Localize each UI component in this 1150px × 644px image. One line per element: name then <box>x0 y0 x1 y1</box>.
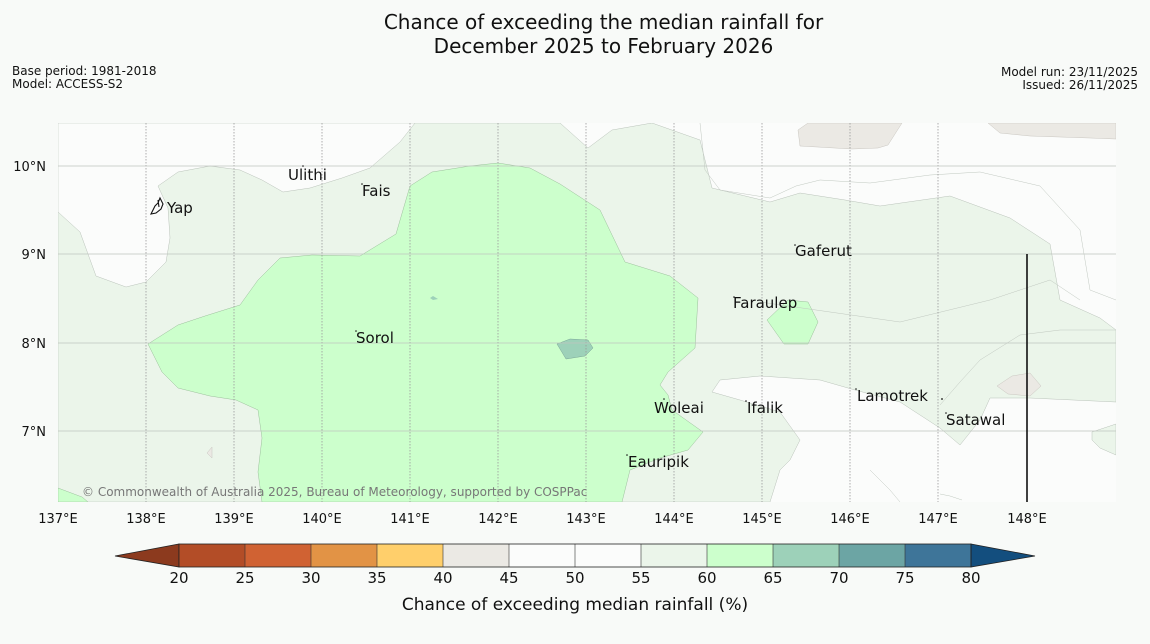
colorbar-title: Chance of exceeding median rainfall (%) <box>402 595 748 615</box>
place-faraulep: Faraulep <box>733 294 797 312</box>
place-ulithi: Ulithi <box>288 166 327 184</box>
lon-label-142e: 142°E <box>478 512 518 527</box>
lat-label-7n: 7°N <box>22 425 47 440</box>
region-60-65-hex <box>766 299 819 345</box>
region-55-60-right <box>1091 423 1116 456</box>
title-line-2: December 2025 to February 2026 <box>433 34 774 58</box>
cb-tick-60: 60 <box>697 569 716 587</box>
lon-label-144e: 144°E <box>654 512 694 527</box>
cb-tick-80: 80 <box>961 569 980 587</box>
place-fais: Fais <box>362 182 391 200</box>
place-lamotrek: Lamotrek <box>857 387 928 405</box>
longitude-gridlines <box>145 123 939 502</box>
model-name: Model: ACCESS-S2 <box>12 77 124 91</box>
colorbar-segment-70-75 <box>839 544 905 567</box>
colorbar-frame <box>178 543 972 568</box>
lon-label-139e: 139°E <box>214 512 254 527</box>
place-eauripik: Eauripik <box>628 453 689 471</box>
colorbar-segment-25-30 <box>245 544 311 567</box>
cb-tick-65: 65 <box>763 569 782 587</box>
colorbar-segment-50-55 <box>575 544 641 567</box>
model-run: Model run: 23/11/2025 <box>1000 65 1138 79</box>
colorbar-segment-30-35 <box>311 544 377 567</box>
colorbar: 20 25 30 35 40 45 50 55 60 65 70 75 80 C… <box>114 543 1036 615</box>
colorbar-tick-labels: 20 25 30 35 40 45 50 55 60 65 70 75 80 <box>169 569 980 587</box>
meta-right: Model run: 23/11/2025 Issued: 26/11/2025 <box>1001 66 1138 92</box>
cb-tick-30: 30 <box>301 569 320 587</box>
issued-date: Issued: 26/11/2025 <box>1022 78 1138 92</box>
place-satawal: Satawal <box>946 411 1005 429</box>
cb-tick-40: 40 <box>433 569 452 587</box>
lon-label-148e: 148°E <box>1007 512 1047 527</box>
colorbar-under-arrow <box>114 543 180 568</box>
region-40-45-speck <box>206 446 213 459</box>
lon-label-140e: 140°E <box>302 512 342 527</box>
latitude-labels: 10°N 9°N 8°N 7°N <box>13 160 46 440</box>
map-plot-area: Ulithi Fais Yap Gaferut Faraulep Sorol L… <box>58 123 1116 502</box>
cb-tick-70: 70 <box>829 569 848 587</box>
colorbar-segment-75-80 <box>905 544 971 567</box>
cb-tick-20: 20 <box>169 569 188 587</box>
island-markers <box>302 165 947 456</box>
lon-label-137e: 137°E <box>38 512 78 527</box>
cb-tick-50: 50 <box>565 569 584 587</box>
colorbar-dividers <box>244 544 906 567</box>
place-woleai: Woleai <box>654 399 704 417</box>
meta-left: Base period: 1981-2018 Model: ACCESS-S2 <box>12 65 157 91</box>
lon-label-141e: 141°E <box>390 512 430 527</box>
lon-label-147e: 147°E <box>918 512 958 527</box>
place-ifalik: Ifalik <box>747 399 783 417</box>
lat-label-9n: 9°N <box>22 248 47 263</box>
cb-tick-55: 55 <box>631 569 650 587</box>
title-line-1: Chance of exceeding the median rainfall … <box>383 10 824 34</box>
region-40-45-se <box>996 372 1042 397</box>
cb-tick-35: 35 <box>367 569 386 587</box>
region-65-70-speck <box>430 296 438 300</box>
colorbar-segment-60-65 <box>707 544 773 567</box>
contour-lines <box>699 123 1116 502</box>
colorbar-over-arrow <box>970 543 1036 568</box>
lon-label-143e: 143°E <box>566 512 606 527</box>
copyright-notice: © Commonwealth of Australia 2025, Bureau… <box>82 485 587 499</box>
lon-label-146e: 146°E <box>830 512 870 527</box>
lon-label-145e: 145°E <box>742 512 782 527</box>
region-60-65-main <box>147 162 704 502</box>
region-40-45-ne2 <box>987 123 1116 140</box>
lon-label-138e: 138°E <box>126 512 166 527</box>
colorbar-segment-20-25 <box>179 544 245 567</box>
colorbar-segment-35-40 <box>377 544 443 567</box>
place-yap: Yap <box>166 199 193 217</box>
cb-tick-25: 25 <box>235 569 254 587</box>
latitude-gridlines <box>58 165 1116 432</box>
colorbar-segment-40-45 <box>443 544 509 567</box>
colorbar-segment-55-60 <box>641 544 707 567</box>
map-title: Chance of exceeding the median rainfall … <box>0 10 1150 58</box>
colorbar-segment-45-50 <box>509 544 575 567</box>
cb-tick-75: 75 <box>895 569 914 587</box>
longitude-labels: 137°E 138°E 139°E 140°E 141°E 142°E 143°… <box>38 512 1047 527</box>
region-65-70-patch <box>556 338 594 360</box>
cb-tick-45: 45 <box>499 569 518 587</box>
lat-label-10n: 10°N <box>13 160 46 175</box>
place-gaferut: Gaferut <box>795 242 852 260</box>
lat-label-8n: 8°N <box>22 337 47 352</box>
place-sorol: Sorol <box>356 329 394 347</box>
base-period: Base period: 1981-2018 <box>12 64 157 78</box>
region-60-65-sw <box>58 487 89 502</box>
colorbar-segment-65-70 <box>773 544 839 567</box>
yap-island <box>150 196 164 215</box>
